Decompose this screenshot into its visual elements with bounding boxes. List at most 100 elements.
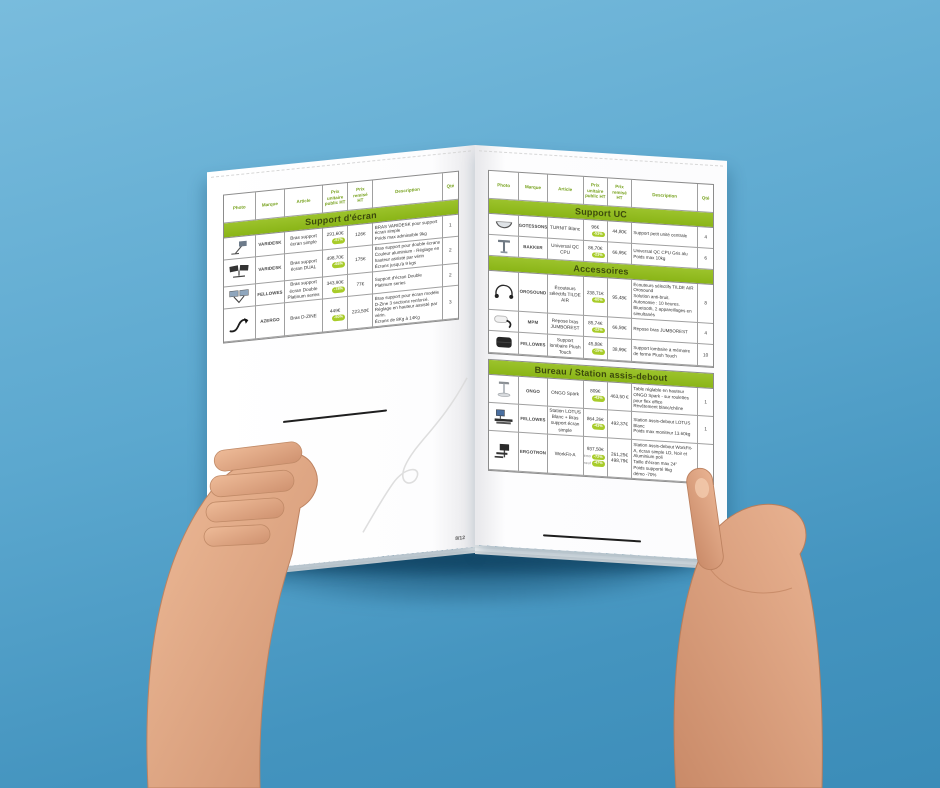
- public-price-cell: 498,70€ -65%: [322, 247, 349, 278]
- product-photo-cell: [489, 270, 520, 312]
- table-row: VARIDESK Bras support écran DUAL 498,70€ -6…: [224, 236, 458, 288]
- article-cell: Bras D-ZINE: [285, 299, 323, 337]
- catalog-table: Photo Marque Article Prix unitaire public H…: [488, 169, 714, 369]
- table-row: FELLOWES Bras support écran Double Platin…: [224, 263, 458, 310]
- discount-badge: -78%: [332, 286, 345, 294]
- article-cell: WorkFit-A: [547, 434, 584, 477]
- column-header: Prix remisé HT: [608, 178, 632, 208]
- discounted-price-cell: 175€: [348, 244, 374, 275]
- qty-cell: 1: [698, 388, 713, 417]
- table-row: FELLOWES Support lombaire Plush Touch 45,8…: [489, 330, 713, 368]
- discount-badge: -65%: [332, 261, 345, 269]
- qty-cell: 1: [442, 214, 458, 238]
- column-header: Article: [547, 174, 584, 205]
- description-cell: Universal QC CPU Gris alu Poids max 10kg: [631, 243, 699, 270]
- catalog-page-left: Photo Marque Article Prix unitaire public H…: [207, 145, 475, 575]
- public-price-cell: 809€ -43%: [583, 381, 609, 411]
- product-photo-cell: [224, 256, 256, 288]
- left-page-tables: Photo Marque Article Prix unitaire public H…: [223, 170, 459, 345]
- catalog-booklet: Photo Marque Article Prix unitaire public H…: [205, 135, 733, 580]
- table-row: VARIDESK Bras support écran simple 291,60€…: [224, 214, 458, 261]
- column-header: Photo: [224, 192, 256, 224]
- description-cell: Station assis-debout WorkFit-A, écran si…: [631, 440, 699, 484]
- description-cell: Support lombaire à mémoire de forme Plus…: [631, 339, 699, 367]
- public-price-cell: 86,70€ -23%: [583, 240, 609, 264]
- table-row: OROSOUND Écouteurs sélectifs TILDE AIR 238…: [489, 270, 713, 325]
- qty-cell: 4: [698, 323, 713, 346]
- brand-cell: GOTESSONS: [519, 215, 548, 239]
- public-price-cell: 45,88€ -15%: [583, 336, 609, 361]
- product-photo-cell: [489, 330, 520, 356]
- discounted-price-cell: 66,95€: [608, 242, 632, 265]
- page-number: 8/12: [455, 535, 465, 543]
- qty-cell: 6: [698, 248, 713, 270]
- brand-cell: OROSOUND: [519, 272, 548, 314]
- price-note: démo: [583, 453, 591, 459]
- product-photo-cell: [489, 402, 520, 433]
- discount-badge: -57%: [332, 237, 345, 245]
- catalog-page-right: Photo Marque Article Prix unitaire public H…: [475, 145, 727, 561]
- article-cell: Support lombaire Plush Touch: [547, 334, 584, 360]
- catalog-table: Photo Marque Article Prix unitaire public H…: [223, 170, 459, 345]
- brand-cell: MPM: [519, 311, 548, 335]
- column-header: Prix unitaire public HT: [322, 182, 349, 214]
- discounted-price-cell: 223,50€: [348, 294, 374, 331]
- column-header: Qté: [442, 171, 458, 202]
- column-header: Description: [631, 179, 699, 213]
- article-cell: TURNIT Blanc: [547, 217, 584, 241]
- brand-cell: ERGOTRON: [519, 432, 548, 474]
- product-photo-cell: [224, 306, 256, 343]
- description-cell: Table réglable en hauteur ONGO Spark - s…: [631, 384, 699, 416]
- brand-cell: BAKKER: [519, 236, 548, 260]
- brand-cell: FELLOWES: [519, 332, 548, 357]
- product-photo-cell: [489, 309, 520, 333]
- column-header: Marque: [255, 189, 286, 221]
- article-cell: Universal QC CPU: [547, 238, 584, 262]
- brand-cell: VARIDESK: [255, 253, 286, 285]
- discount-badge: -43%: [591, 395, 605, 403]
- discount-badge: -15%: [591, 348, 605, 356]
- qty-cell: 2: [442, 263, 458, 288]
- right-page-tables: Photo Marque Article Prix unitaire public H…: [488, 169, 714, 486]
- table-row: FELLOWES Station LOTUS Blanc + Bras suppo…: [489, 402, 713, 446]
- discount-badge: -47%: [591, 460, 605, 468]
- discount-badge: -43%: [591, 423, 605, 431]
- brand-cell: AZERGO: [255, 303, 286, 340]
- dual-monitor-clamp-icon: [227, 287, 251, 306]
- sit-stand-station-icon: [492, 408, 516, 427]
- price-note: neuf: [583, 460, 591, 466]
- description-cell: Écouteurs sélectifs TILDE AIR Orosound S…: [631, 279, 699, 324]
- qty-cell: 1: [698, 415, 713, 446]
- brand-cell: ONGO: [519, 377, 548, 407]
- brand-cell: FELLOWES: [255, 281, 286, 307]
- qty-cell: 2: [442, 236, 458, 266]
- qty-cell: 4: [698, 227, 713, 249]
- table-row: ERGOTRON WorkFit-A 937,50€ démo -72% neuf -47%…: [489, 431, 713, 485]
- description-cell: Bras support pour écran modèle D-Zine 3 …: [373, 287, 443, 328]
- product-photo-cell: [224, 235, 256, 261]
- public-price-cell: 85,74€ -22%: [583, 315, 609, 339]
- table-row: BAKKER Universal QC CPU 86,70€ -23% 66,95€ Un…: [489, 234, 713, 270]
- discounted-price-cell: 126€: [348, 223, 374, 248]
- qty-cell: 10: [698, 344, 713, 368]
- public-price-cell: 937,50€ démo -72% neuf -47%: [583, 437, 609, 478]
- discount-badge: -60%: [591, 297, 605, 304]
- product-photo-cell: [224, 284, 256, 310]
- discounted-price-cell: 77€: [348, 272, 374, 298]
- table-row: ONGO ONGO Spark 809€ -43% 463,50 € Table régl…: [489, 375, 713, 417]
- discounted-price-cell: 38,99€: [608, 338, 632, 363]
- armrest-icon: [492, 312, 516, 331]
- product-photo-cell: [489, 431, 520, 473]
- discount-badge: -23%: [591, 252, 605, 259]
- article-cell: Station LOTUS Blanc + Bras support écran…: [547, 406, 584, 438]
- decorative-squiggle: [362, 377, 468, 533]
- brand-cell: FELLOWES: [519, 404, 548, 435]
- single-monitor-arm-icon: [227, 237, 251, 256]
- discount-badge: -72%: [591, 453, 605, 461]
- discounted-price-cell: 95,48€: [608, 278, 632, 319]
- table-row: GOTESSONS TURNIT Blanc 96€ -53% 44,80€ Suppor…: [489, 213, 713, 249]
- dual-monitor-arm-icon: [227, 262, 251, 281]
- public-price-cell: 238,71€ -60%: [583, 276, 609, 318]
- discounted-price-cell: 44,80€: [608, 221, 632, 244]
